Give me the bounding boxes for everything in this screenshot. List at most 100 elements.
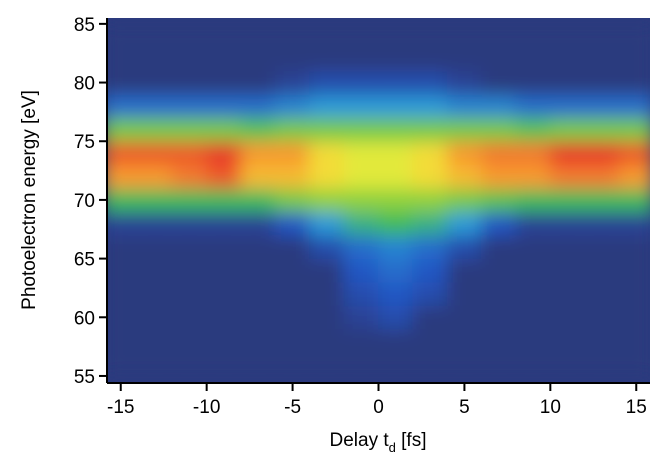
- heatmap-cell: [137, 328, 173, 353]
- heatmap-cell: [137, 281, 173, 307]
- heatmap-cell: [206, 234, 242, 260]
- heatmap-cell: [446, 164, 483, 189]
- heatmap-cell: [137, 93, 173, 119]
- heatmap-cell: [274, 211, 311, 236]
- heatmap: [107, 23, 650, 377]
- heatmap-cell: [584, 164, 620, 189]
- heatmap-cell: [107, 305, 139, 330]
- heatmap-cell: [309, 328, 345, 353]
- heatmap-cell: [549, 211, 586, 236]
- heatmap-cell: [584, 305, 620, 330]
- heatmap-cell: [343, 351, 379, 377]
- heatmap-cell: [206, 93, 242, 119]
- heatmap-cell: [378, 305, 414, 330]
- heatmap-cell: [446, 281, 483, 307]
- heatmap-cell: [206, 23, 242, 48]
- heatmap-cell: [412, 351, 448, 377]
- heatmap-cell: [171, 351, 208, 377]
- heatmap-cell: [240, 23, 276, 48]
- heatmap-cell: [549, 23, 586, 48]
- heatmap-cell: [618, 187, 650, 213]
- heatmap-cell: [378, 23, 414, 48]
- heatmap-cell: [107, 70, 139, 95]
- heatmap-cell: [412, 117, 448, 142]
- heatmap-cell: [412, 164, 448, 189]
- heatmap-cell: [240, 93, 276, 119]
- heatmap-cell: [481, 117, 517, 142]
- heatmap-cell: [515, 305, 551, 330]
- heatmap-cell: [274, 258, 311, 283]
- heatmap-cell: [446, 23, 483, 48]
- heatmap-cell: [515, 187, 551, 213]
- heatmap-cell: [549, 234, 586, 260]
- heatmap-cell: [481, 281, 517, 307]
- heatmap-cell: [240, 211, 276, 236]
- heatmap-cell: [378, 117, 414, 142]
- heatmap-cell: [137, 117, 173, 142]
- heatmap-cell: [107, 140, 139, 166]
- heatmap-cell: [137, 23, 173, 48]
- heatmap-cell: [343, 46, 379, 72]
- heatmap-cell: [107, 117, 139, 142]
- heatmap-cell: [412, 46, 448, 72]
- heatmap-cell: [309, 117, 345, 142]
- heatmap-cell: [137, 70, 173, 95]
- heatmap-cell: [549, 46, 586, 72]
- x-tick-label: -5: [284, 397, 301, 418]
- heatmap-cell: [343, 23, 379, 48]
- heatmap-cell: [412, 93, 448, 119]
- heatmap-cell: [584, 140, 620, 166]
- heatmap-cell: [446, 305, 483, 330]
- heatmap-cell: [343, 281, 379, 307]
- heatmap-cell: [171, 164, 208, 189]
- heatmap-cell: [446, 70, 483, 95]
- heatmap-cell: [274, 23, 311, 48]
- heatmap-cell: [584, 281, 620, 307]
- plot-area: [107, 18, 650, 383]
- y-tick-label: 60: [74, 308, 95, 329]
- heatmap-cell: [171, 70, 208, 95]
- heatmap-cell: [171, 93, 208, 119]
- heatmap-cell: [309, 305, 345, 330]
- heatmap-cell: [618, 281, 650, 307]
- x-tick-label: 10: [540, 397, 561, 418]
- heatmap-cell: [309, 234, 345, 260]
- heatmap-cell: [309, 187, 345, 213]
- heatmap-cell: [549, 93, 586, 119]
- heatmap-cell: [515, 46, 551, 72]
- heatmap-cell: [481, 328, 517, 353]
- heatmap-cell: [378, 281, 414, 307]
- heatmap-cell: [171, 117, 208, 142]
- heatmap-cell: [107, 93, 139, 119]
- heatmap-cell: [137, 187, 173, 213]
- heatmap-cell: [481, 70, 517, 95]
- heatmap-cell: [309, 93, 345, 119]
- heatmap-cell: [206, 140, 242, 166]
- heatmap-cell: [584, 117, 620, 142]
- heatmap-cell: [549, 140, 586, 166]
- heatmap-cell: [412, 70, 448, 95]
- heatmap-cell: [378, 328, 414, 353]
- heatmap-cell: [171, 140, 208, 166]
- x-tick-label: -15: [107, 397, 134, 418]
- heatmap-cell: [618, 93, 650, 119]
- heatmap-cell: [309, 140, 345, 166]
- heatmap-cell: [584, 211, 620, 236]
- heatmap-cell: [412, 23, 448, 48]
- y-axis-label: Photoelectron energy [eV]: [19, 90, 40, 310]
- heatmap-cell: [206, 305, 242, 330]
- heatmap-cell: [584, 70, 620, 95]
- heatmap-cell: [137, 211, 173, 236]
- heatmap-cell: [549, 187, 586, 213]
- heatmap-cell: [171, 187, 208, 213]
- heatmap-cell: [481, 305, 517, 330]
- heatmap-cell: [240, 46, 276, 72]
- heatmap-cell: [378, 93, 414, 119]
- heatmap-cell: [107, 328, 139, 353]
- heatmap-cell: [549, 258, 586, 283]
- heatmap-cell: [343, 258, 379, 283]
- heatmap-cell: [515, 140, 551, 166]
- heatmap-cell: [481, 211, 517, 236]
- heatmap-cell: [206, 164, 242, 189]
- heatmap-cell: [137, 164, 173, 189]
